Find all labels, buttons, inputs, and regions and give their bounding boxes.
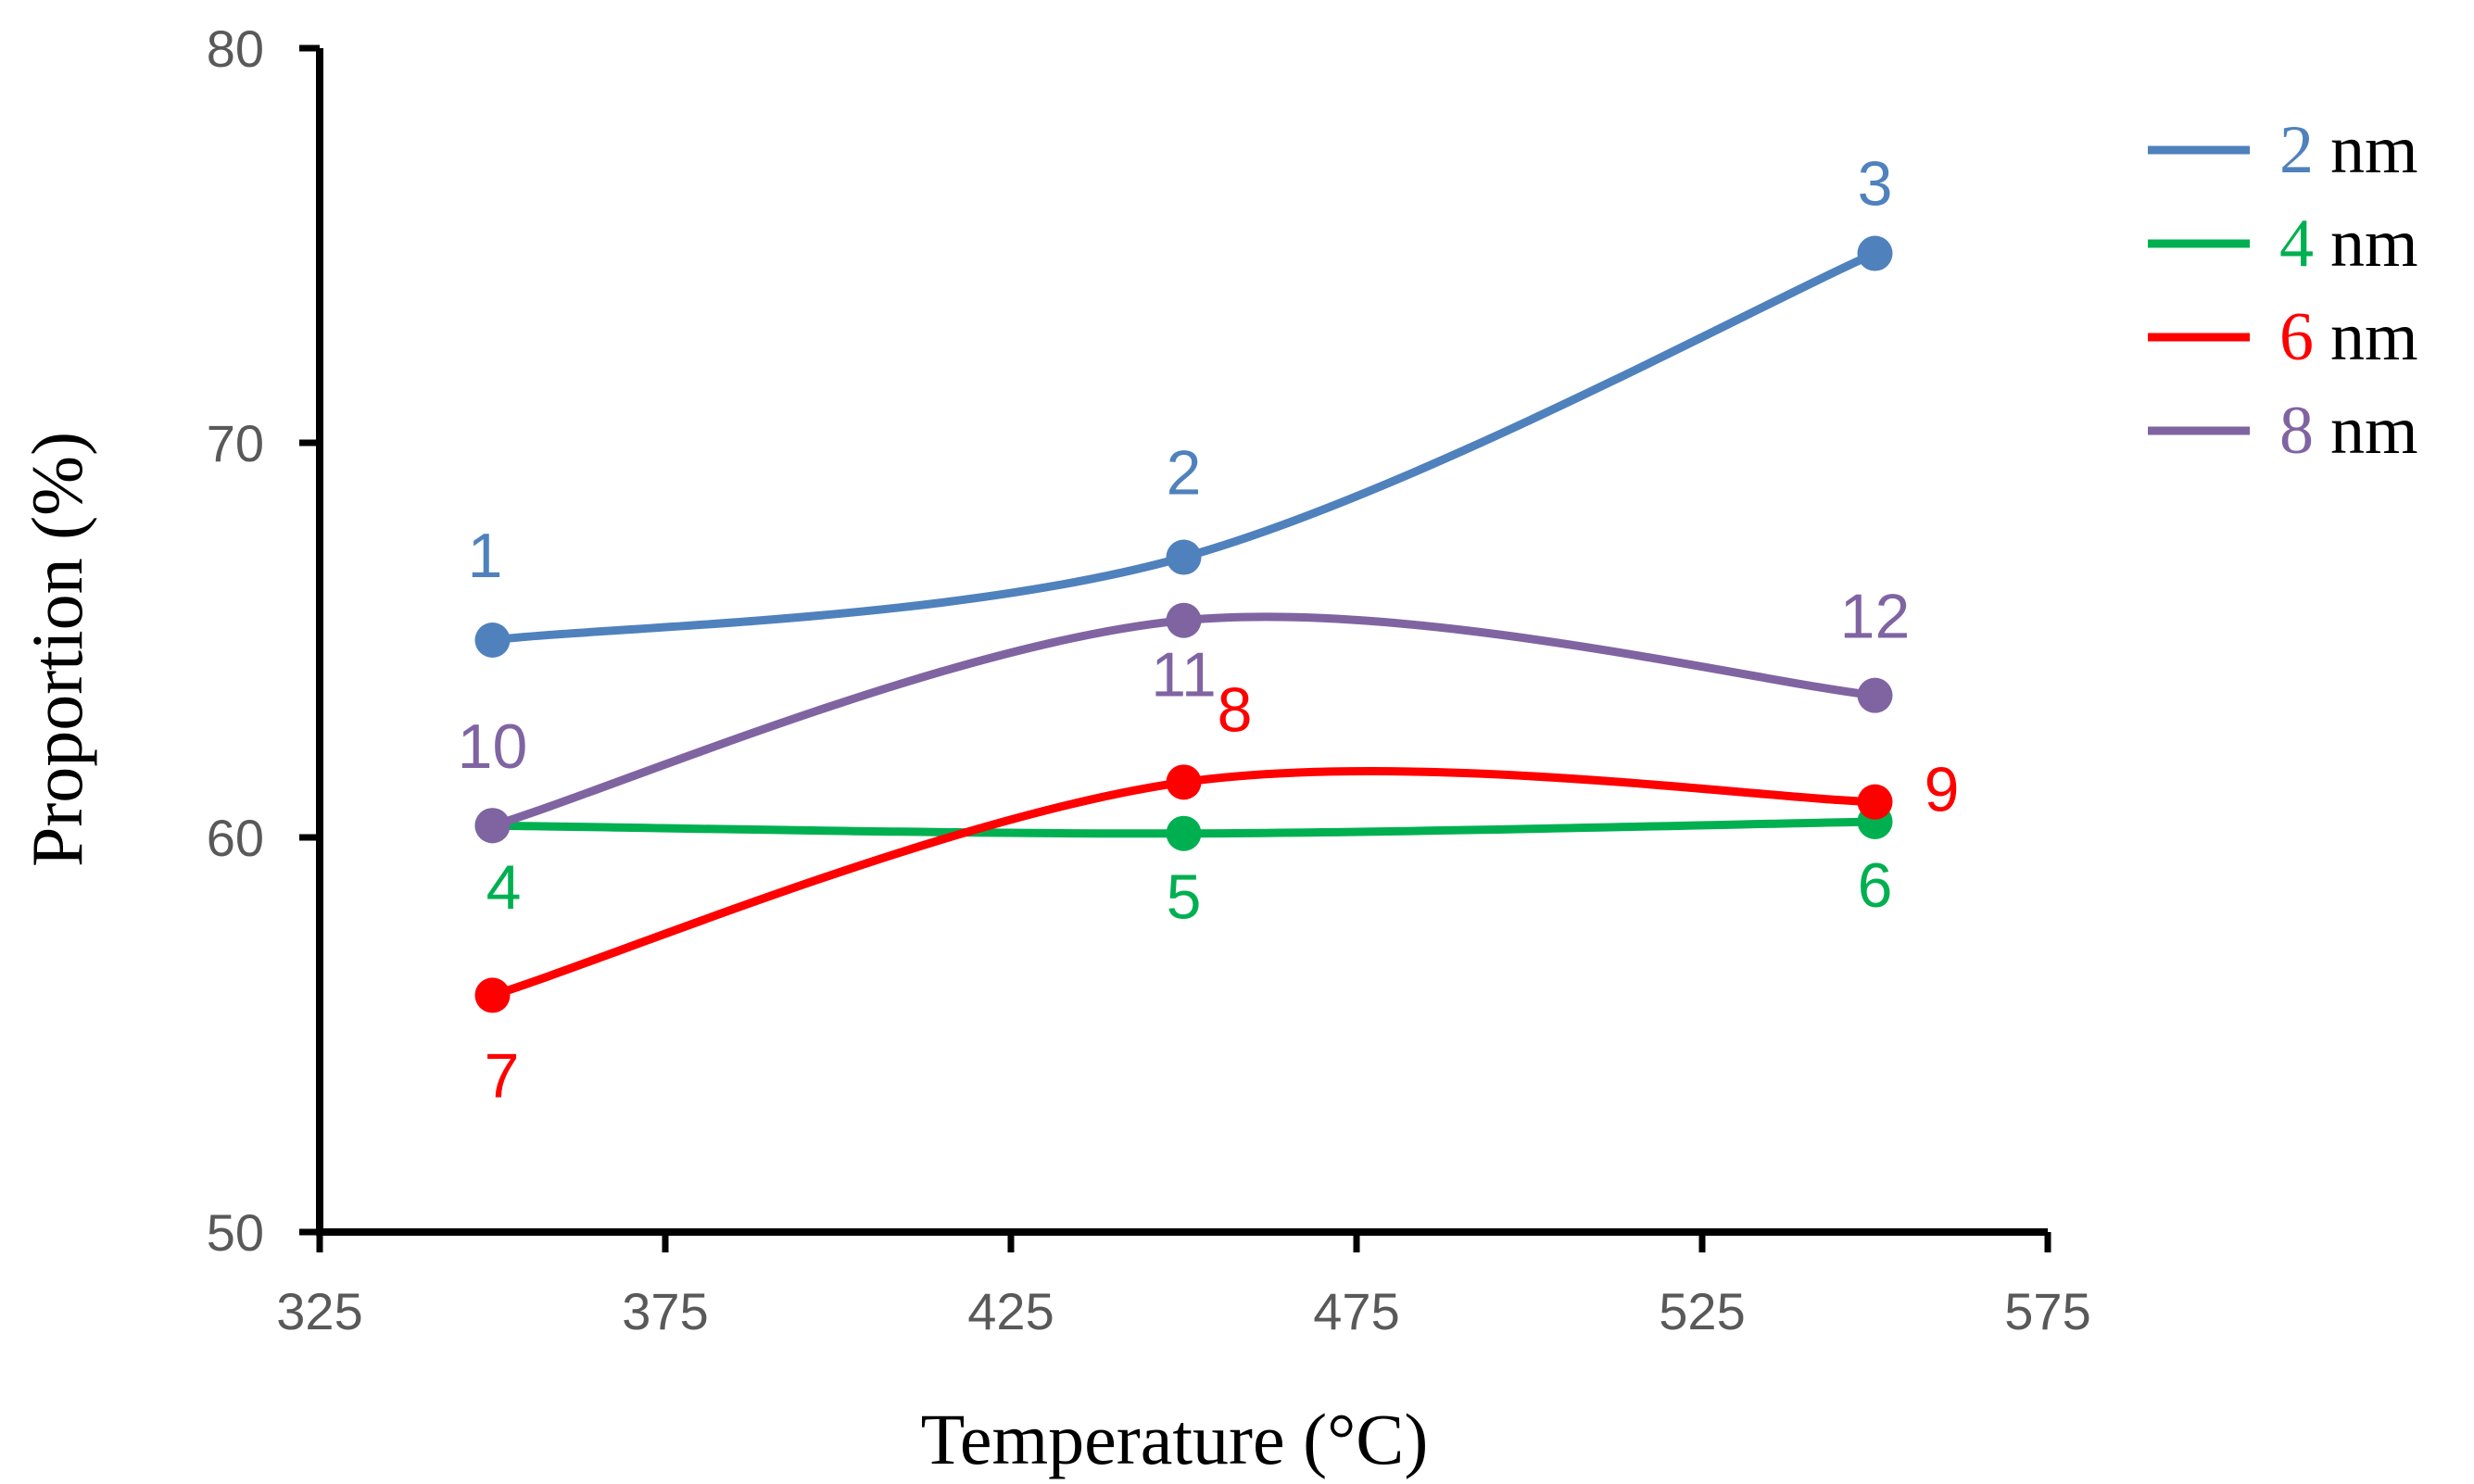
data-point	[1166, 815, 1202, 851]
x-tick-label: 325	[276, 1282, 362, 1340]
legend-label: 6 nm	[2279, 299, 2418, 375]
data-point	[474, 977, 511, 1013]
y-tick-label: 80	[207, 19, 264, 78]
data-point-label: 11	[1151, 640, 1217, 711]
data-point-label: 3	[1858, 149, 1893, 220]
data-point-label: 12	[1840, 582, 1911, 652]
data-point-label: 6	[1858, 850, 1893, 921]
x-axis-title: Temperature (°C)	[921, 1399, 1429, 1479]
data-point	[474, 623, 511, 658]
series-4-nm	[474, 803, 1893, 851]
data-point	[1857, 677, 1893, 713]
legend-unit: nm	[2330, 393, 2418, 469]
axes-layer	[316, 48, 2048, 1236]
data-point-label: 2	[1167, 438, 1202, 509]
x-tick-label: 525	[1659, 1282, 1745, 1340]
x-tick-label: 475	[1313, 1282, 1399, 1340]
legend-label: 8 nm	[2279, 393, 2418, 469]
y-tick-label: 50	[207, 1203, 264, 1262]
data-point-label: 10	[458, 711, 528, 782]
data-point-label: 4	[486, 852, 522, 923]
data-point-label: 7	[485, 1040, 520, 1111]
y-tick-label: 60	[207, 809, 264, 867]
legend-label: 4 nm	[2279, 206, 2418, 282]
data-point	[1857, 235, 1893, 271]
legend-item: 6 nm	[2148, 299, 2418, 375]
legend-number: 8	[2279, 393, 2314, 469]
data-point	[1166, 764, 1202, 800]
legend-unit: nm	[2330, 112, 2418, 188]
legend-unit: nm	[2330, 299, 2418, 375]
x-tick-label: 425	[967, 1282, 1054, 1340]
y-axis-title: Proportion (%)	[17, 432, 97, 867]
legend-number: 6	[2279, 299, 2314, 375]
data-point	[1166, 602, 1202, 638]
legend-number: 2	[2279, 112, 2314, 188]
y-tick-label: 70	[207, 414, 264, 472]
series-6-nm	[474, 764, 1893, 1013]
data-point-label: 5	[1167, 862, 1202, 933]
data-point-label: 1	[468, 521, 503, 591]
legend: 2 nm4 nm6 nm8 nm	[2148, 112, 2418, 469]
series-layer	[474, 235, 1893, 1013]
legend-item: 2 nm	[2148, 112, 2418, 188]
data-point	[1166, 539, 1202, 575]
data-point	[474, 808, 511, 844]
data-point	[1857, 784, 1893, 820]
legend-label: 2 nm	[2279, 112, 2418, 188]
series-8-nm	[474, 602, 1893, 844]
legend-item: 4 nm	[2148, 206, 2418, 282]
series-2-nm	[474, 235, 1893, 658]
legend-unit: nm	[2330, 206, 2418, 282]
legend-number: 4	[2279, 206, 2314, 282]
legend-item: 8 nm	[2148, 393, 2418, 469]
x-tick-label: 575	[2004, 1282, 2090, 1340]
data-point-label: 9	[1925, 755, 1960, 825]
data-point-label: 8	[1218, 674, 1253, 745]
x-tick-label: 375	[622, 1282, 708, 1340]
